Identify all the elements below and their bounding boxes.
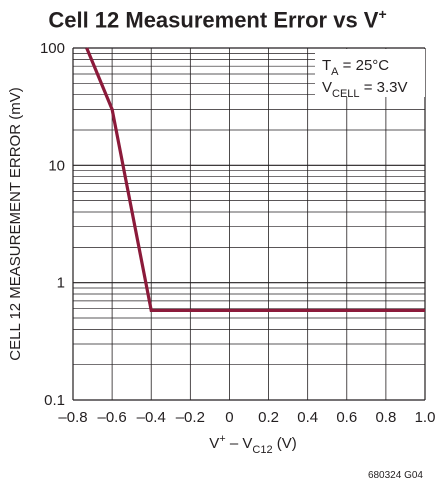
grid	[72, 47, 426, 401]
x-axis-label: V+ – VC12 (V)	[209, 433, 297, 456]
figure-code: 680324 G04	[368, 470, 423, 481]
y-tick-labels: 100 10 1 0.1	[40, 40, 65, 409]
y-tick-label: 100	[40, 40, 65, 57]
y-tick-label: 0.1	[44, 392, 65, 409]
y-tick-label: 10	[48, 157, 65, 174]
x-tick-label: 0.6	[336, 409, 357, 426]
x-tick-labels: –0.8 –0.6 –0.4 –0.2 0 0.2 0.4 0.6 0.8 1.0	[58, 409, 435, 426]
annotation-ta: TA = 25°C	[322, 57, 389, 78]
x-tick-label: 0.8	[375, 409, 396, 426]
series-layer	[85, 47, 425, 313]
x-tick-label: 0.2	[258, 409, 279, 426]
x-tick-label: –0.4	[137, 409, 166, 426]
chart-title-sup: +	[378, 6, 387, 22]
x-tick-label: –0.8	[58, 409, 87, 426]
x-tick-label: 0	[225, 409, 233, 426]
y-axis-label: CELL 12 MEASUREMENT ERROR (mV)	[7, 87, 24, 360]
annotation-box	[315, 49, 425, 97]
x-tick-label: 0.4	[297, 409, 318, 426]
chart-title-text: Cell 12 Measurement Error vs V	[48, 7, 379, 33]
x-tick-label: 1.0	[415, 409, 435, 426]
y-tick-label: 1	[57, 275, 65, 292]
series-line	[85, 47, 425, 313]
x-tick-label: –0.2	[176, 409, 205, 426]
annotation-vcell: VCELL = 3.3V	[322, 79, 408, 100]
x-tick-label: –0.6	[98, 409, 127, 426]
chart-title: Cell 12 Measurement Error vs V+	[0, 6, 435, 33]
